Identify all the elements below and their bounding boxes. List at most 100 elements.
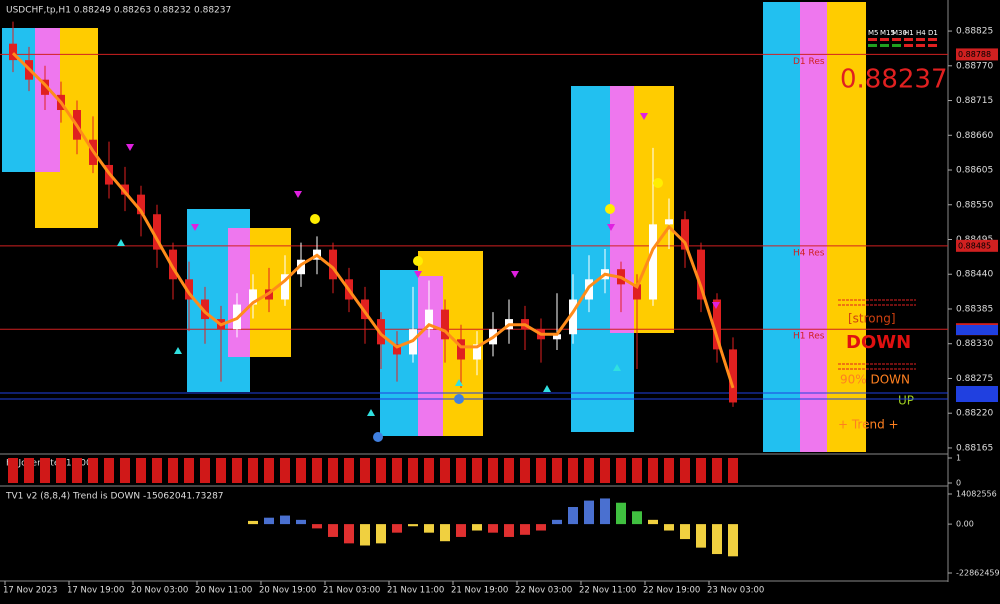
- candle-body: [169, 249, 177, 280]
- histogram-bar: [392, 458, 402, 483]
- timeframe-bar: [868, 38, 877, 41]
- candle-body: [137, 194, 145, 215]
- signal-arrow: [294, 191, 302, 198]
- panel-title: TV1 v2 (8,8,4) Trend is DOWN -15062041.7…: [5, 492, 224, 502]
- histogram-bar: [200, 458, 210, 483]
- histogram-bar: [520, 458, 530, 483]
- timeframe-label: M15: [880, 29, 895, 37]
- candle-body: [361, 299, 369, 320]
- histogram-bar: [232, 458, 242, 483]
- y-tick-label: 0.88770: [956, 61, 993, 71]
- candle-body: [457, 339, 465, 360]
- histogram-bar: [488, 458, 498, 483]
- x-tick-label: 23 Nov 03:00: [707, 586, 764, 596]
- histogram-bar: [664, 458, 674, 483]
- candle-body: [569, 299, 577, 335]
- axis-tag: [956, 325, 998, 335]
- histogram-bar: [616, 502, 626, 525]
- timeframe-label: D1: [928, 29, 938, 37]
- histogram-bar: [600, 498, 610, 525]
- signal: UP: [898, 394, 914, 408]
- zone: [800, 2, 827, 452]
- histogram-bar: [568, 507, 578, 525]
- x-tick-label: 17 Nov 19:00: [67, 586, 124, 596]
- histogram-bar: [552, 519, 562, 525]
- histogram-bar: [456, 458, 466, 483]
- signal-arrow: [455, 379, 463, 386]
- histogram-bar: [696, 524, 706, 548]
- x-tick-label: 17 Nov 2023: [3, 586, 57, 596]
- histogram-bar: [616, 458, 626, 483]
- histogram-bar: [264, 458, 274, 483]
- signal-arrow: [640, 113, 648, 120]
- histogram-bar: [680, 458, 690, 483]
- candle-body: [553, 334, 561, 340]
- x-tick-label: 22 Nov 03:00: [515, 586, 572, 596]
- price: 0.88237: [840, 65, 948, 95]
- histogram-bar: [408, 524, 418, 527]
- histogram-bar: [632, 458, 642, 483]
- level-name: H4 Res: [793, 248, 825, 258]
- signal-arrow: [607, 224, 615, 231]
- candle-body: [729, 349, 737, 403]
- histogram-bar: [712, 524, 722, 555]
- signal-arrow: [511, 271, 519, 278]
- candle-body: [425, 309, 433, 330]
- signal-arrow: [117, 239, 125, 246]
- histogram-bar: [520, 524, 530, 535]
- histogram-bar: [408, 458, 418, 483]
- histogram-bar: [24, 458, 34, 483]
- histogram-bar: [120, 458, 130, 483]
- histogram-bar: [440, 524, 450, 542]
- histogram-bar: [472, 524, 482, 531]
- level-name: H1 Res: [793, 332, 825, 342]
- y-tick-label: 0.88275: [956, 374, 993, 384]
- signal-dot: [310, 214, 320, 224]
- histogram-bar: [152, 458, 162, 483]
- strength: [strong]: [848, 312, 896, 326]
- candle-body: [41, 79, 49, 95]
- candle-body: [201, 299, 209, 320]
- histogram-bar: [440, 458, 450, 483]
- histogram-bar: [280, 458, 290, 483]
- histogram-bar: [136, 458, 146, 483]
- histogram-bar: [504, 458, 514, 483]
- histogram-bar: [472, 458, 482, 483]
- x-tick-label: 20 Nov 11:00: [195, 586, 252, 596]
- level-name: D1 Res: [793, 57, 825, 67]
- candle-body: [281, 274, 289, 300]
- axis-tag: [956, 386, 998, 402]
- y-tick-label: 0.88825: [956, 27, 993, 37]
- timeframe-label: M5: [868, 29, 879, 37]
- x-tick-label: 22 Nov 19:00: [643, 586, 700, 596]
- x-tick-label: 20 Nov 19:00: [259, 586, 316, 596]
- candle-body: [473, 344, 481, 360]
- signal-arrow: [543, 385, 551, 392]
- signal-arrow: [367, 409, 375, 416]
- histogram-bar: [40, 458, 50, 483]
- histogram-bar: [376, 524, 386, 544]
- x-tick-label: 22 Nov 11:00: [579, 586, 636, 596]
- histogram-bar: [296, 519, 306, 525]
- histogram-bar: [376, 458, 386, 483]
- histogram-bar: [104, 458, 114, 483]
- level-tag-label: 0.88485: [958, 241, 991, 250]
- signal-arrow: [126, 144, 134, 151]
- y-tick-label: 0.88660: [956, 131, 993, 141]
- y-tick-label: 0.88550: [956, 200, 993, 210]
- histogram-bar: [456, 524, 466, 537]
- histogram-bar: [696, 458, 706, 483]
- histogram-bar: [216, 458, 226, 483]
- candle-body: [249, 289, 257, 305]
- timeframe-bar: [868, 44, 877, 47]
- y-tick-label: 0.88165: [956, 443, 993, 453]
- chart-title: USDCHF,tp,H1 0.88249 0.88263 0.88232 0.8…: [6, 6, 231, 16]
- y-tick-label: -22862459: [956, 569, 1000, 578]
- moving-average: [11, 52, 735, 389]
- histogram-bar: [344, 524, 354, 544]
- y-tick-label: 0.88715: [956, 96, 993, 106]
- x-tick-label: 21 Nov 03:00: [323, 586, 380, 596]
- histogram-bar: [328, 524, 338, 537]
- level-tag-label: 0.88788: [958, 50, 991, 59]
- timeframe-bar: [904, 44, 913, 47]
